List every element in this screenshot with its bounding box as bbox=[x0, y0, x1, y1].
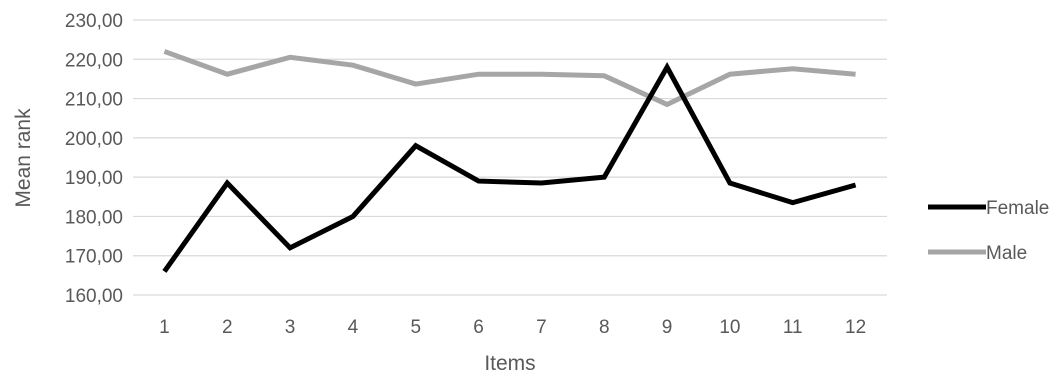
x-tick-label: 2 bbox=[222, 317, 233, 338]
series-lines bbox=[162, 49, 857, 273]
gridlines bbox=[133, 19, 887, 296]
legend-label-female: Female bbox=[986, 198, 1049, 219]
y-tick-label: 180,00 bbox=[65, 207, 123, 228]
x-tick-label: 3 bbox=[285, 317, 296, 338]
legend: Female Male bbox=[928, 198, 1049, 264]
y-tick-label: 170,00 bbox=[65, 247, 123, 268]
y-tick-label: 230,00 bbox=[65, 11, 123, 32]
series-line-female bbox=[162, 61, 857, 273]
x-tick-label: 9 bbox=[662, 317, 673, 338]
y-tick-label: 190,00 bbox=[65, 168, 123, 189]
x-tick-label: 4 bbox=[348, 317, 359, 338]
x-tick-label: 10 bbox=[719, 317, 740, 338]
y-axis-title: Mean rank bbox=[12, 108, 35, 208]
y-axis-ticks: 160,00 170,00 180,00 190,00 200,00 210,00 220,… bbox=[65, 11, 123, 307]
x-tick-label: 11 bbox=[783, 317, 803, 338]
series-line-male bbox=[163, 49, 856, 108]
x-axis-title: Items bbox=[484, 352, 535, 375]
x-tick-label: 6 bbox=[473, 317, 484, 338]
x-axis-ticks: 1 2 3 4 5 6 7 8 9 10 11 12 bbox=[159, 317, 866, 338]
y-tick-label: 160,00 bbox=[65, 286, 123, 307]
y-tick-label: 210,00 bbox=[65, 90, 123, 111]
x-tick-label: 1 bbox=[159, 317, 170, 338]
x-tick-label: 5 bbox=[410, 317, 421, 338]
legend-label-male: Male bbox=[986, 243, 1027, 264]
x-tick-label: 8 bbox=[599, 317, 610, 338]
x-tick-label: 12 bbox=[845, 317, 866, 338]
x-tick-label: 7 bbox=[536, 317, 547, 338]
y-tick-label: 220,00 bbox=[65, 50, 123, 71]
y-tick-label: 200,00 bbox=[65, 129, 123, 150]
